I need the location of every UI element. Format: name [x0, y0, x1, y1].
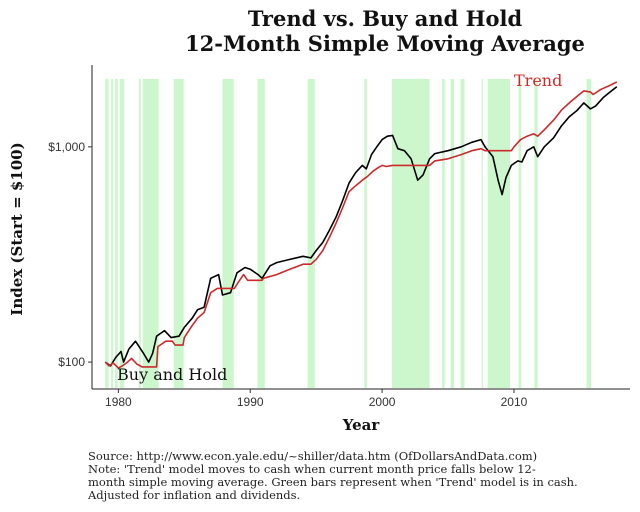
x-tick-label: 2010 — [501, 395, 528, 409]
cash-period-bar — [364, 79, 367, 388]
cash-period-bar — [173, 79, 184, 388]
x-axis-title: Year — [342, 416, 381, 434]
y-axis-ticks: $100 $1,000 — [48, 140, 92, 369]
note-line: Adjusted for inflation and dividends. — [88, 488, 301, 502]
cash-period-bar — [391, 79, 430, 388]
cash-period-bar — [460, 79, 465, 388]
x-tick-label: 1980 — [105, 395, 132, 409]
x-tick-label: 1990 — [237, 395, 264, 409]
cash-period-bar — [257, 79, 265, 388]
y-tick-label: $100 — [58, 355, 85, 369]
chart-title: Trend vs. Buy and Hold — [248, 6, 523, 31]
cash-period-bar — [138, 79, 141, 388]
trend-series-line — [104, 81, 618, 369]
cash-period-bar — [450, 79, 454, 388]
cash-period-bar — [442, 79, 445, 388]
note-line: month simple moving average. Green bars … — [88, 475, 578, 489]
cash-period-bar — [481, 79, 483, 388]
y-axis-title: Index (Start = $100) — [8, 142, 26, 315]
x-tick-label: 2000 — [369, 395, 396, 409]
cash-period-bar — [222, 79, 234, 388]
cash-period-bar — [518, 79, 522, 388]
cash-period-bar — [307, 79, 315, 388]
series-lines — [104, 81, 618, 369]
cash-period-bars — [105, 79, 592, 388]
y-tick-label: $1,000 — [48, 140, 85, 154]
cash-period-bar — [115, 79, 118, 388]
chart-subtitle: 12-Month Simple Moving Average — [185, 31, 585, 56]
buy-and-hold-series-line — [104, 86, 618, 367]
cash-period-bar — [119, 79, 125, 388]
cash-period-bar — [586, 79, 592, 388]
cash-period-bar — [534, 79, 538, 388]
x-axis-ticks: 1980 1990 2000 2010 — [105, 389, 528, 409]
cash-period-bar — [111, 79, 114, 388]
cash-period-bar — [142, 79, 159, 388]
cash-period-bar — [105, 79, 109, 388]
source-note: Source: http://www.econ.yale.edu/~shille… — [88, 450, 608, 502]
chart-canvas: Trend vs. Buy and Hold 12-Month Simple M… — [8, 6, 630, 434]
buy-and-hold-series-label: Buy and Hold — [117, 365, 227, 384]
note-line: Note: 'Trend' model moves to cash when c… — [88, 462, 536, 476]
cash-period-bar — [487, 79, 511, 388]
note-line: Source: http://www.econ.yale.edu/~shille… — [88, 449, 538, 463]
trend-series-label: Trend — [514, 71, 562, 90]
